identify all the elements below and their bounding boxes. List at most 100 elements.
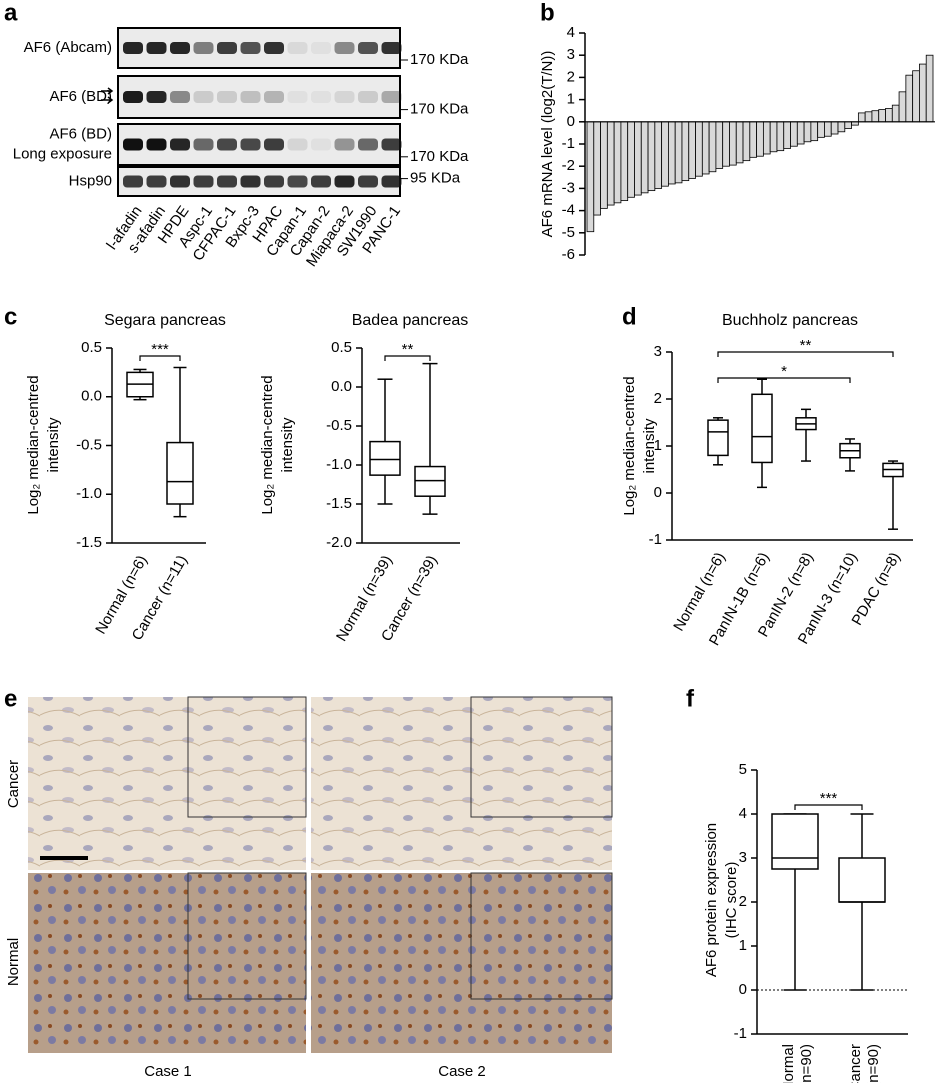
bar bbox=[647, 121, 656, 192]
y-tick-label: 0.5 bbox=[81, 339, 102, 356]
ihc-inset bbox=[470, 696, 613, 818]
bar bbox=[715, 121, 724, 169]
blot-band bbox=[217, 42, 237, 54]
blot-band bbox=[264, 91, 284, 103]
blot-band bbox=[123, 42, 143, 54]
ihc-inset bbox=[187, 696, 307, 818]
box bbox=[707, 419, 729, 457]
y-axis-label: Log₂ median-centred bbox=[259, 375, 276, 514]
y-axis-label: Log₂ median-centred bbox=[621, 376, 638, 515]
y-tick-label: 2 bbox=[739, 893, 747, 910]
panel-letter: a bbox=[4, 0, 18, 26]
blot-band bbox=[193, 175, 214, 188]
y-tick-label: -1.0 bbox=[76, 485, 102, 502]
blot-band bbox=[287, 138, 308, 151]
box bbox=[414, 465, 446, 497]
blot-band bbox=[311, 42, 331, 54]
bar bbox=[586, 121, 595, 233]
significance-bracket bbox=[384, 355, 431, 361]
y-tick-label: 0.0 bbox=[81, 388, 102, 405]
ihc-inset bbox=[187, 872, 307, 1000]
significance-label: *** bbox=[820, 790, 838, 807]
bar bbox=[729, 121, 737, 166]
blot-band bbox=[334, 91, 355, 103]
blot-band bbox=[146, 138, 167, 151]
y-axis-label: (IHC score) bbox=[723, 862, 740, 939]
ihc-row-label: Cancer bbox=[5, 760, 22, 808]
y-tick-label: -1.5 bbox=[76, 534, 102, 551]
panel-letter: f bbox=[686, 685, 695, 712]
y-tick-label: -1.0 bbox=[326, 456, 352, 473]
bar bbox=[824, 121, 832, 137]
blot-band bbox=[240, 175, 261, 188]
y-tick-label: -1.5 bbox=[326, 495, 352, 512]
blot-band bbox=[287, 175, 308, 188]
bar bbox=[783, 121, 791, 149]
blot-band bbox=[193, 91, 214, 103]
bar bbox=[654, 121, 663, 189]
y-axis-label: AF6 protein expression bbox=[703, 823, 720, 977]
significance-label: ** bbox=[402, 341, 414, 358]
blot-band bbox=[193, 42, 214, 54]
marker-label: 170 KDa bbox=[410, 101, 469, 118]
blot-band bbox=[334, 175, 355, 188]
bar bbox=[871, 110, 880, 123]
blot-band bbox=[240, 91, 261, 103]
blot-band bbox=[193, 138, 214, 151]
y-tick-label: -2.0 bbox=[326, 534, 352, 551]
y-axis-label: intensity bbox=[641, 418, 658, 474]
bar bbox=[919, 63, 927, 123]
chart-title: Segara pancreas bbox=[104, 312, 226, 329]
bar bbox=[891, 104, 900, 123]
y-axis-label: AF6 mRNA level (log2(T/N)) bbox=[539, 51, 556, 238]
bar bbox=[674, 121, 683, 184]
blot-band bbox=[358, 91, 378, 103]
blot-arrows bbox=[101, 87, 114, 104]
y-tick-label: 3 bbox=[739, 849, 747, 866]
bar bbox=[722, 121, 730, 167]
bar bbox=[640, 121, 649, 194]
panel-letter: d bbox=[622, 303, 637, 330]
bar bbox=[885, 108, 893, 123]
y-tick-label: 0 bbox=[739, 981, 747, 998]
bar bbox=[742, 121, 751, 162]
bar bbox=[803, 121, 812, 143]
bar bbox=[681, 121, 690, 182]
box bbox=[751, 393, 773, 464]
y-tick-label: 0.5 bbox=[331, 339, 352, 356]
x-tick-note: (n=90) bbox=[798, 1044, 815, 1083]
blot-band bbox=[123, 91, 143, 103]
blot-band bbox=[311, 175, 331, 188]
bar bbox=[600, 121, 608, 209]
blot-band bbox=[170, 42, 190, 54]
y-axis-label: intensity bbox=[279, 417, 296, 473]
ihc-column-label: Case 1 bbox=[144, 1063, 192, 1080]
bar bbox=[695, 121, 703, 177]
significance-bracket bbox=[717, 377, 851, 383]
blot-band bbox=[240, 42, 261, 54]
y-tick-label: -1 bbox=[734, 1025, 747, 1042]
blot-band bbox=[381, 42, 402, 54]
marker-label: 95 KDa bbox=[410, 170, 461, 187]
significance-label: ** bbox=[800, 337, 812, 354]
bar bbox=[925, 54, 934, 123]
bar bbox=[627, 121, 635, 198]
bar bbox=[898, 91, 907, 123]
ihc-row-label: Normal bbox=[5, 938, 22, 986]
blot-row-label: AF6 (BD) bbox=[49, 88, 112, 105]
marker-label: 170 KDa bbox=[410, 148, 469, 165]
bar bbox=[708, 121, 717, 173]
blot-band bbox=[381, 138, 402, 151]
y-tick-label: -3 bbox=[562, 179, 575, 196]
blot-band bbox=[358, 42, 378, 54]
bar bbox=[790, 121, 798, 147]
blot-band bbox=[287, 42, 308, 54]
blot-band bbox=[123, 138, 143, 151]
bar bbox=[606, 121, 615, 206]
blot-row-label: Hsp90 bbox=[69, 172, 112, 189]
y-tick-label: -1 bbox=[562, 135, 575, 152]
bar bbox=[661, 121, 669, 187]
bar bbox=[864, 111, 873, 123]
bar bbox=[912, 70, 920, 123]
